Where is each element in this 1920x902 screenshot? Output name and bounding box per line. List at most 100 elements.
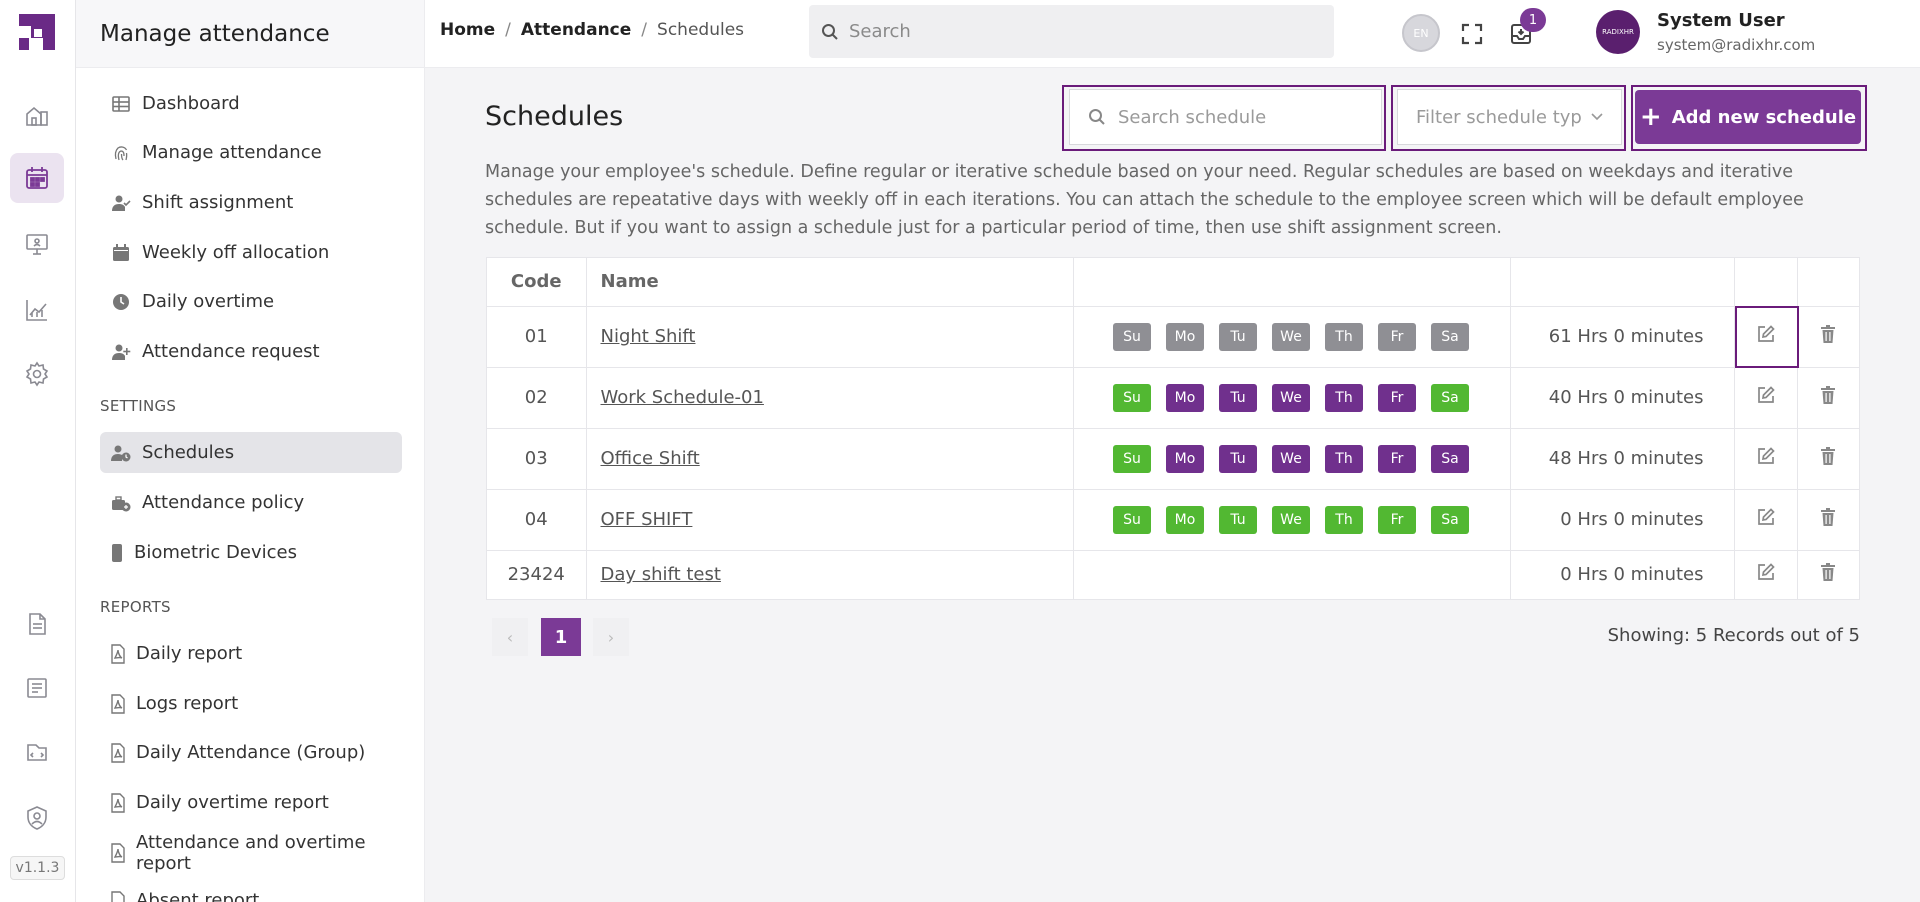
fullscreen-icon[interactable]: [1456, 18, 1488, 50]
day-badge: Su: [1113, 505, 1151, 534]
table-row[interactable]: 23424 Day shift test 0 Hrs 0 minutes: [487, 550, 1859, 599]
nav-item-weekly-off-allocation[interactable]: Weekly off allocation: [100, 232, 402, 273]
schedule-hours: 61 Hrs 0 minutes: [1510, 306, 1735, 368]
rail-analytics-icon[interactable]: [10, 285, 64, 335]
nav-item-label: Dashboard: [142, 93, 240, 114]
nav-item-label: Biometric Devices: [134, 542, 297, 563]
global-search: [809, 5, 1334, 58]
rail-attendance-icon[interactable]: [10, 153, 64, 203]
user-name[interactable]: System User: [1657, 10, 1785, 31]
add-highlight-frame: [1631, 85, 1867, 151]
rail-settings-icon[interactable]: [10, 349, 64, 399]
rail-shield-icon[interactable]: [10, 793, 64, 843]
edit-icon[interactable]: [1756, 562, 1776, 582]
global-search-input[interactable]: [849, 21, 1319, 42]
pagination-page-current[interactable]: 1: [541, 618, 581, 656]
rail-presentation-icon[interactable]: [10, 219, 64, 269]
schedule-search-input[interactable]: [1118, 106, 1343, 128]
user-clock-icon: [110, 442, 132, 464]
schedule-type-filter[interactable]: [1397, 89, 1622, 145]
trash-icon[interactable]: [1818, 446, 1838, 466]
schedule-name-link[interactable]: Day shift test: [600, 564, 721, 586]
schedule-name-link[interactable]: OFF SHIFT: [600, 509, 693, 530]
column-header-name[interactable]: Name: [586, 258, 1074, 307]
column-header-edit: [1734, 258, 1798, 307]
nav-item-daily-overtime-report[interactable]: Daily overtime report: [100, 782, 402, 823]
day-badge: Mo: [1166, 444, 1204, 473]
nav-item-schedules[interactable]: Schedules: [100, 432, 402, 473]
rail-list-icon[interactable]: [10, 663, 64, 713]
device-icon: [110, 542, 124, 564]
plus-icon: +: [1639, 102, 1662, 132]
nav-item-daily-overtime[interactable]: Daily overtime: [100, 281, 402, 322]
breadcrumb-attendance[interactable]: Attendance: [520, 20, 632, 40]
nav-item-label: Manage attendance: [142, 142, 322, 163]
icon-rail: v1.1.3: [0, 0, 76, 902]
breadcrumb-separator: /: [505, 20, 511, 40]
schedule-name-link[interactable]: Night Shift: [600, 326, 696, 347]
day-badge: Sa: [1431, 444, 1469, 473]
avatar[interactable]: RADIXHR: [1596, 10, 1640, 54]
nav-item-attendance-request[interactable]: Attendance request: [100, 331, 402, 372]
nav-item-manage-attendance[interactable]: Manage attendance: [100, 132, 402, 173]
trash-icon[interactable]: [1818, 385, 1838, 405]
edit-icon[interactable]: [1756, 446, 1776, 466]
edit-icon[interactable]: [1756, 324, 1776, 344]
nav-item-attendance-policy[interactable]: Attendance policy: [100, 482, 402, 523]
app-logo[interactable]: [19, 14, 55, 50]
nav-item-absent-report[interactable]: Absent report: [100, 880, 402, 902]
search-icon: [1089, 109, 1105, 125]
schedule-type-filter-input[interactable]: [1416, 106, 1581, 128]
day-badge: Su: [1113, 383, 1151, 412]
schedule-code: 03: [487, 428, 587, 490]
page-title: Schedules: [485, 101, 624, 132]
settings-section-label: SETTINGS: [100, 397, 177, 415]
chevron-down-icon: [1591, 113, 1603, 121]
rail-transfer-icon[interactable]: [10, 727, 64, 777]
nav-item-daily-report[interactable]: Daily report: [100, 633, 402, 674]
pdf-file-icon: [110, 842, 126, 864]
nav-item-label: Daily Attendance (Group): [136, 742, 366, 763]
day-badge: We: [1272, 505, 1310, 534]
schedule-name-link[interactable]: Work Schedule-01: [600, 387, 764, 408]
nav-item-logs-report[interactable]: Logs report: [100, 683, 402, 724]
calendar-icon: [110, 242, 132, 264]
day-badge: Fr: [1378, 505, 1416, 534]
nav-item-label: Shift assignment: [142, 192, 294, 213]
table-row[interactable]: 03 Office Shift Su Mo Tu We Th Fr Sa 48 Hrs 0 min…: [487, 428, 1859, 490]
trash-icon[interactable]: [1818, 562, 1838, 582]
trash-icon[interactable]: [1818, 507, 1838, 527]
rail-home-icon[interactable]: [10, 91, 64, 141]
delete-cell: [1797, 428, 1859, 490]
day-badge: Th: [1325, 383, 1363, 412]
table-row[interactable]: 01 Night Shift Su Mo Tu We Th Fr Sa 61 Hrs 0 minu…: [487, 305, 1859, 368]
sub-sidebar: Manage attendance Dashboard Manage atten…: [76, 0, 425, 902]
edit-icon[interactable]: [1756, 507, 1776, 527]
language-switcher[interactable]: EN: [1402, 14, 1440, 52]
nav-item-shift-assignment[interactable]: Shift assignment: [100, 182, 402, 223]
nav-item-biometric-devices[interactable]: Biometric Devices: [100, 532, 402, 573]
breadcrumb-home[interactable]: Home: [440, 20, 496, 40]
table-row[interactable]: 04 OFF SHIFT Su Mo Tu We Th Fr Sa 0 Hrs 0 minutes: [487, 489, 1859, 551]
add-new-schedule-button[interactable]: + Add new schedule: [1635, 90, 1861, 144]
nav-item-daily-attendance-group[interactable]: Daily Attendance (Group): [100, 732, 402, 773]
day-badge: Th: [1325, 505, 1363, 534]
top-bar: Home / Attendance / Schedules EN 1 RADIX…: [425, 0, 1920, 68]
rail-document-icon[interactable]: [10, 599, 64, 649]
column-header-hours: [1510, 258, 1735, 307]
clock-icon: [110, 291, 132, 313]
column-header-code[interactable]: Code: [487, 258, 587, 307]
pagination-prev[interactable]: ‹: [492, 618, 528, 656]
schedule-days: [1073, 550, 1511, 599]
table-row[interactable]: 02 Work Schedule-01 Su Mo Tu We Th Fr Sa 40 Hrs 0…: [487, 367, 1859, 429]
pagination-next[interactable]: ›: [593, 618, 629, 656]
nav-item-attendance-overtime-report[interactable]: Attendance and overtime report: [100, 832, 402, 874]
schedule-name-link[interactable]: Office Shift: [600, 448, 700, 469]
edit-icon[interactable]: [1756, 385, 1776, 405]
trash-icon[interactable]: [1818, 324, 1838, 344]
add-new-schedule-label: Add new schedule: [1671, 106, 1857, 128]
pdf-file-icon: [110, 792, 126, 814]
day-badge: Sa: [1431, 322, 1469, 351]
delete-cell: [1797, 489, 1859, 551]
nav-item-dashboard[interactable]: Dashboard: [100, 83, 402, 124]
